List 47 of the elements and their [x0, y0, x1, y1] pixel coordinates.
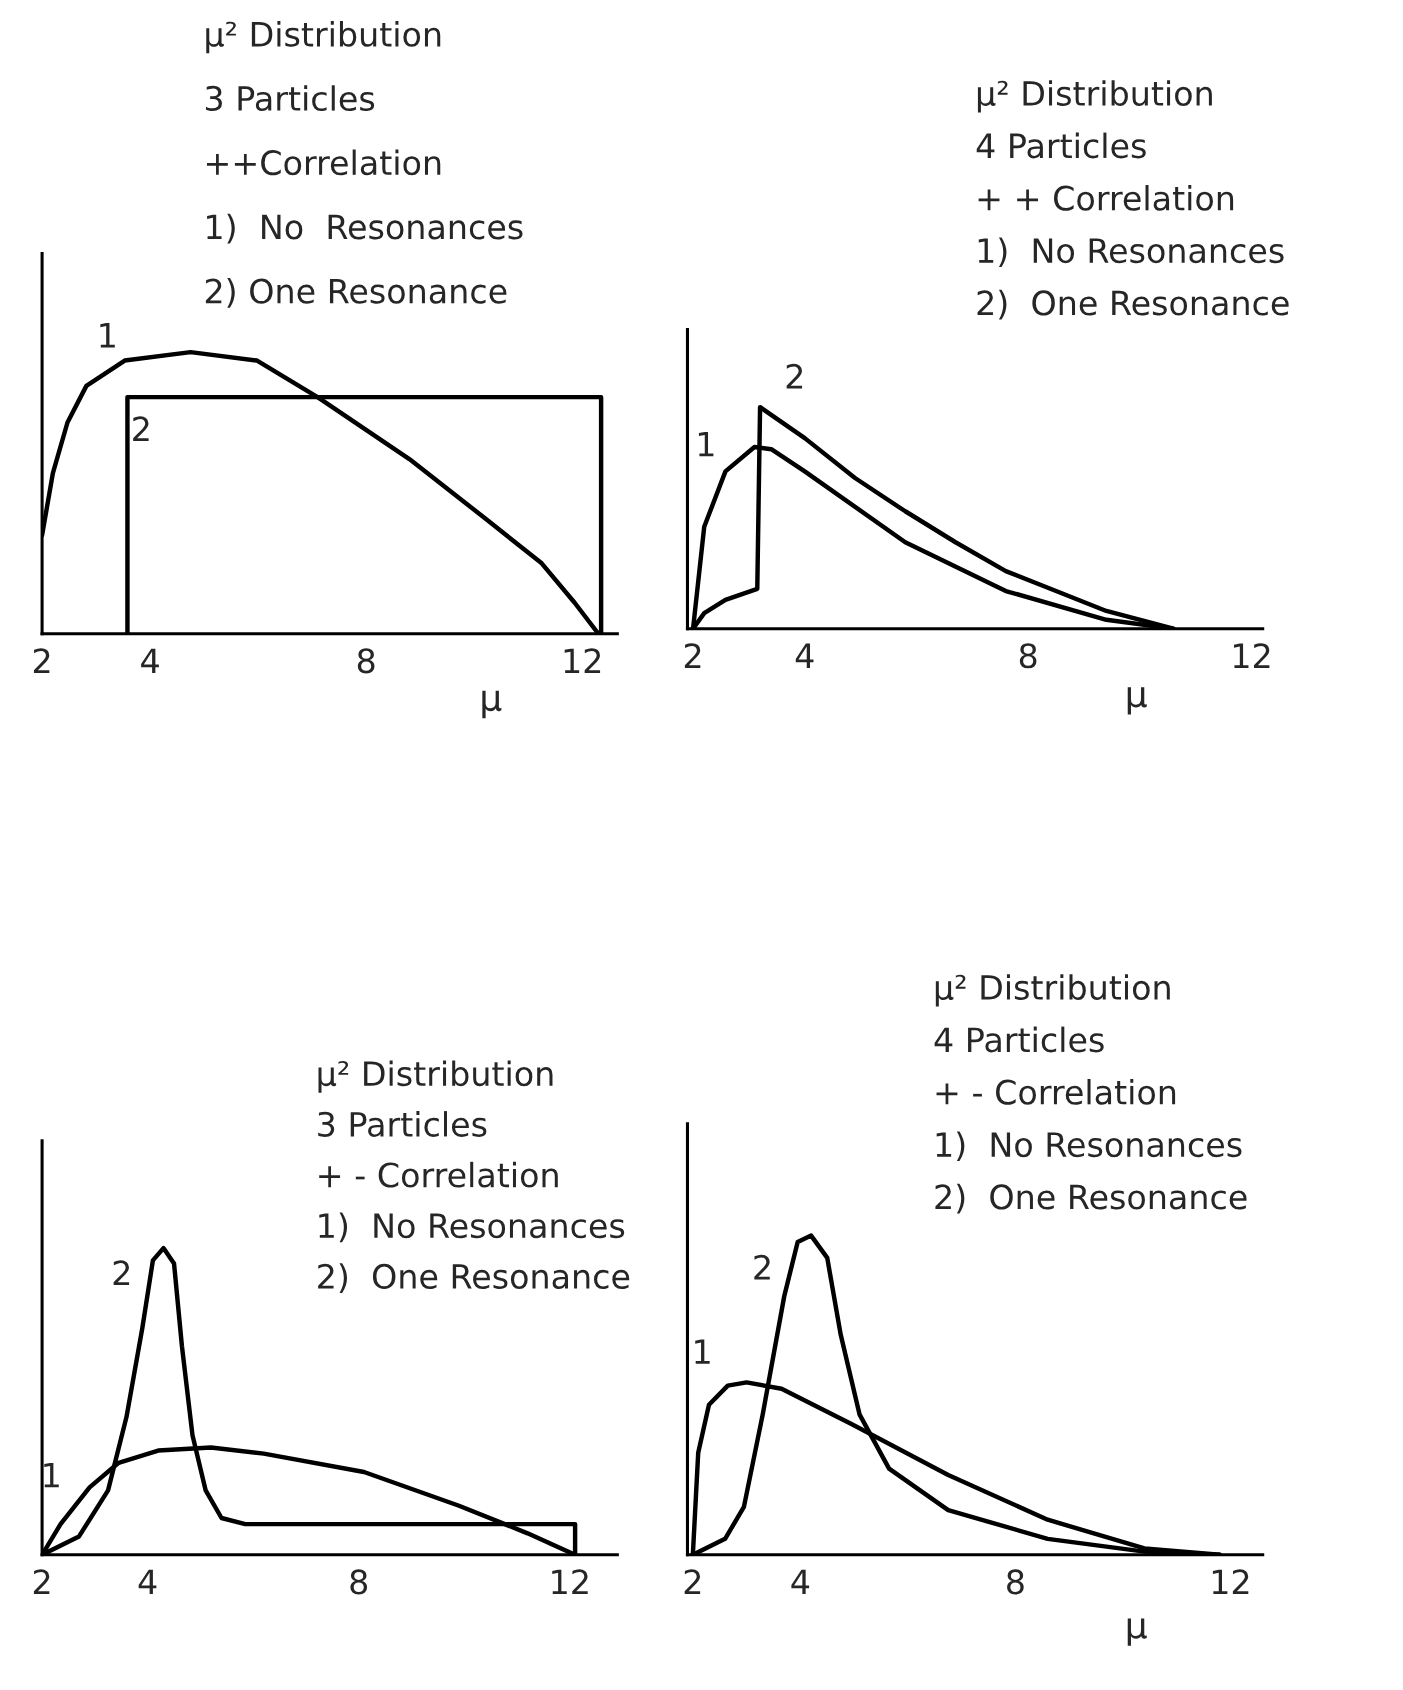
text: 4 Particles: [976, 132, 1146, 159]
series-label: 2: [133, 416, 149, 442]
series-label: 2: [113, 1260, 130, 1286]
series-label: 2: [786, 363, 803, 389]
text: + + Correlation: [978, 184, 1234, 211]
chart-title: μ² Distribution: [318, 1060, 553, 1093]
x-axis-title: μ: [482, 690, 502, 719]
x-axis-title: μ: [1127, 687, 1147, 715]
chart-title: μ² Distribution: [935, 974, 1170, 1007]
x-tick-label: 2: [33, 648, 50, 673]
series-label: 1: [695, 1339, 710, 1364]
text: 4 Particles: [934, 1026, 1104, 1053]
text: 3 Particles: [318, 1111, 487, 1137]
x-tick-label: 12: [1212, 1569, 1249, 1595]
x-tick-label: 12: [564, 648, 601, 673]
series-label: 1: [44, 1462, 59, 1488]
x-tick-label: 12: [552, 1569, 588, 1595]
x-tick-label: 4: [791, 1569, 810, 1595]
text: ++Correlation: [206, 149, 441, 176]
text: + - Correlation: [319, 1161, 558, 1188]
chart-title: μ² Distribution: [206, 21, 441, 54]
text: 1) No Resonances: [207, 213, 523, 244]
x-tick-label: 8: [1007, 1569, 1024, 1595]
text: 2) One Resonance: [205, 277, 507, 308]
x-tick-label: 8: [1019, 643, 1037, 669]
x-tick-label: 2: [684, 1569, 701, 1595]
x-axis-title: μ: [1127, 1618, 1147, 1646]
series-label: 1: [100, 323, 115, 348]
series-label: 2: [754, 1254, 770, 1280]
text: 1) No Resonances: [319, 1212, 625, 1243]
x-tick-label: 2: [33, 1569, 50, 1595]
x-tick-label: 8: [350, 1569, 368, 1595]
text: 2) One Resonance: [935, 1183, 1247, 1214]
series-label: 1: [698, 431, 714, 457]
text: + - Correlation: [936, 1078, 1176, 1105]
chart-title: μ² Distribution: [977, 80, 1212, 113]
x-tick-label: 4: [141, 648, 159, 673]
x-tick-label: 4: [138, 1569, 157, 1595]
x-tick-label: 8: [357, 648, 375, 674]
text: 1) No Resonances: [978, 237, 1284, 268]
text: 3 Particles: [205, 85, 375, 112]
text: 2) One Resonance: [977, 289, 1289, 320]
x-tick-label: 2: [684, 643, 701, 668]
x-tick-label: 12: [1233, 643, 1270, 668]
annotation: 2) One Resonance: [318, 1263, 630, 1293]
text: 1) No Resonances: [936, 1131, 1242, 1162]
x-tick-label: 4: [795, 643, 814, 668]
